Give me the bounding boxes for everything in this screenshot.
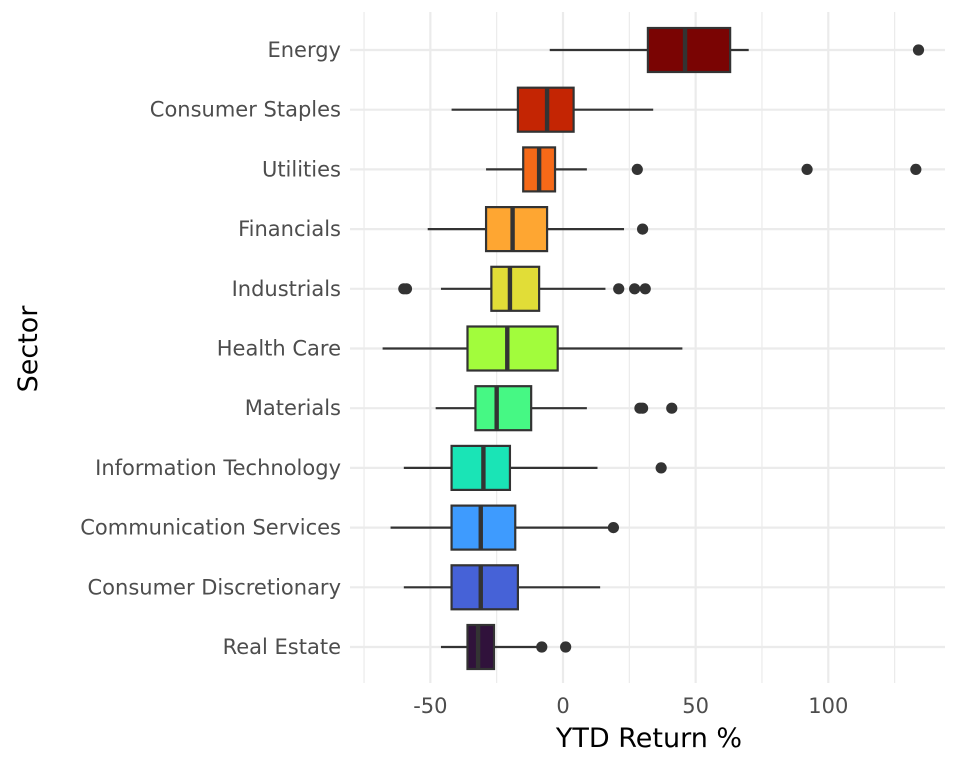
box-series (382, 26, 925, 671)
y-tick-label: Communication Services (80, 516, 341, 540)
box-iqr (490, 265, 541, 312)
box-financials (427, 206, 649, 253)
box-utilities (486, 146, 922, 193)
outlier-point (631, 163, 643, 175)
y-tick-label: Health Care (217, 337, 341, 361)
box-iqr (466, 623, 496, 671)
outlier-point (536, 641, 548, 653)
x-axis-title: YTD Return % (555, 723, 742, 754)
outlier-point (910, 163, 922, 175)
box-iqr (646, 26, 732, 74)
box-iqr (474, 385, 533, 432)
outlier-point (666, 402, 678, 414)
outlier-point (398, 283, 410, 295)
y-tick-label: Consumer Discretionary (88, 575, 342, 599)
box-iqr (466, 325, 559, 372)
y-tick-label: Utilities (262, 157, 341, 181)
x-tick-label: 100 (808, 694, 848, 718)
box-iqr (450, 504, 517, 551)
y-axis-title: Sector (13, 305, 44, 393)
outlier-point (801, 163, 813, 175)
box-materials (435, 385, 678, 432)
box-health-care (382, 325, 683, 372)
y-tick-label: Consumer Staples (150, 98, 341, 122)
box-iqr (484, 206, 549, 253)
box-consumer-discretionary (403, 564, 601, 611)
box-information-technology (403, 444, 667, 491)
box-communication-services (390, 504, 620, 551)
box-iqr (450, 444, 512, 491)
box-industrials (398, 265, 651, 312)
outlier-point (639, 283, 651, 295)
outlier-point (613, 283, 625, 295)
x-tick-label: -50 (413, 694, 447, 718)
outlier-point (636, 223, 649, 235)
box-energy (549, 26, 925, 74)
x-tick-label: 0 (556, 694, 569, 718)
x-axis-tick-labels: -50 0 50 100 (413, 694, 848, 718)
y-tick-label: Energy (267, 38, 341, 62)
outlier-point (636, 402, 649, 414)
y-axis-tick-labels: Energy Consumer Staples Utilities Financial… (80, 38, 341, 659)
outlier-point (607, 522, 620, 534)
box-iqr (450, 564, 519, 611)
y-tick-label: Real Estate (223, 635, 341, 659)
y-tick-label: Industrials (232, 277, 341, 301)
y-tick-label: Materials (245, 396, 341, 420)
y-tick-label: Information Technology (95, 456, 341, 480)
outlier-point (560, 641, 572, 653)
x-tick-label: 50 (682, 694, 709, 718)
outlier-point (655, 462, 667, 474)
box-real-estate (440, 623, 572, 671)
outlier-point (629, 283, 641, 295)
y-tick-label: Financials (238, 217, 341, 241)
box-consumer-staples (451, 86, 654, 133)
outlier-point (912, 44, 925, 56)
